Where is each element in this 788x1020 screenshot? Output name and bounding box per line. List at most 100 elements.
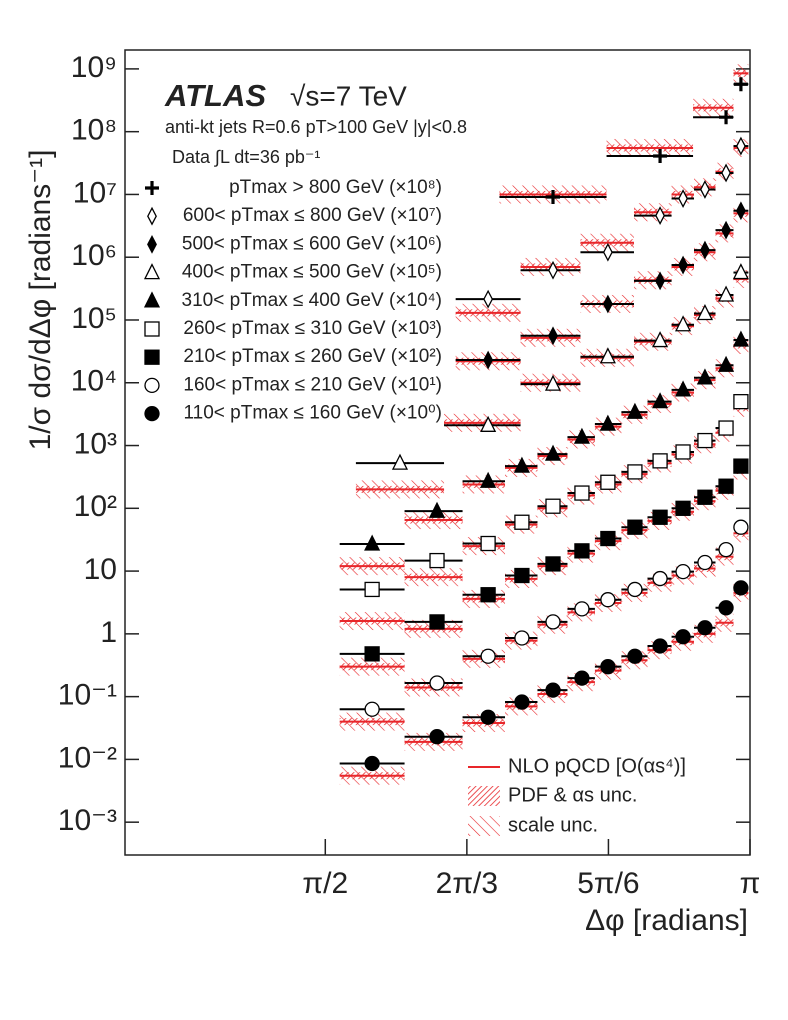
marker (480, 535, 496, 552)
annotation: anti-kt jets R=0.6 pT>100 GeV |y|<0.8 (165, 117, 467, 137)
marker (721, 220, 731, 240)
marker (548, 326, 558, 346)
marker (696, 304, 714, 321)
legend-marker (147, 235, 157, 254)
marker (675, 444, 691, 460)
marker (697, 620, 713, 636)
marker (548, 260, 558, 280)
y-tick-label: 10⁻² (58, 741, 117, 774)
marker (735, 136, 746, 156)
marker (732, 263, 749, 280)
y-tick-label: 10³ (74, 427, 117, 460)
marker (546, 190, 561, 205)
marker (733, 77, 748, 92)
marker (675, 380, 692, 397)
x-tick-label: π (740, 867, 761, 900)
marker (574, 670, 590, 686)
marker (678, 255, 688, 275)
marker (600, 474, 616, 490)
marker (544, 374, 562, 391)
y-tick-label: 10⁴ (71, 365, 117, 398)
marker (652, 453, 668, 469)
subtitle: √s=7 TeV (290, 80, 407, 111)
marker (544, 444, 562, 461)
marker (602, 242, 613, 262)
marker (626, 402, 643, 419)
marker (429, 614, 445, 630)
marker (391, 453, 409, 470)
legend-label: 600< pTmax ≤ 800 GeV (×10⁷) (183, 205, 442, 226)
marker (514, 630, 530, 646)
marker (627, 581, 643, 598)
marker (675, 500, 691, 516)
legend-label: 110< pTmax ≤ 160 GeV (×10⁰) (184, 403, 443, 424)
legend-label: NLO pQCD [O(αs⁴)] (508, 755, 686, 777)
marker (627, 519, 643, 535)
marker (602, 294, 613, 314)
marker (700, 180, 710, 199)
marker (675, 563, 691, 580)
marker (429, 552, 445, 569)
legend-marker (144, 349, 160, 365)
marker (697, 489, 713, 505)
y-tick-label: 10⁵ (71, 302, 117, 335)
marker (483, 350, 494, 370)
annotation: Data ∫L dt=36 pb⁻¹ (172, 147, 320, 167)
marker (480, 709, 496, 725)
marker (675, 629, 691, 645)
legend-label: scale unc. (508, 814, 598, 836)
marker (697, 554, 713, 571)
x-tick-label: 5π/6 (577, 867, 639, 900)
marker (514, 514, 530, 530)
legend-marker (143, 291, 161, 308)
marker (429, 729, 445, 745)
y-tick-label: 10⁷ (73, 176, 117, 209)
legend-label: 310< pTmax ≤ 400 GeV (×10⁴) (182, 290, 442, 311)
marker (545, 682, 561, 698)
legend-label: PDF & αs unc. (508, 784, 637, 806)
marker (545, 556, 561, 572)
marker (653, 148, 668, 163)
marker (364, 646, 380, 662)
marker (600, 659, 616, 675)
marker (718, 478, 734, 494)
marker (718, 541, 734, 558)
marker (599, 414, 616, 431)
marker (599, 347, 616, 364)
marker (717, 285, 735, 302)
marker (627, 464, 643, 480)
marker (721, 163, 731, 183)
marker (364, 701, 380, 717)
marker (364, 581, 380, 598)
y-tick-label: 10⁻³ (58, 804, 117, 837)
marker (655, 206, 666, 226)
marker (732, 330, 749, 347)
legend-scale-band (468, 816, 500, 836)
legend-marker (144, 321, 160, 337)
legend-marker (145, 181, 159, 195)
y-tick-label: 1 (100, 616, 117, 649)
legend-marker (144, 405, 160, 422)
marker (545, 498, 561, 514)
marker (429, 675, 445, 691)
legend-label: 400< pTmax ≤ 500 GeV (×10⁵) (182, 262, 442, 283)
marker (627, 648, 643, 664)
marker (675, 315, 692, 332)
legend-pdf-band (468, 786, 500, 806)
marker (573, 427, 590, 444)
marker (718, 420, 734, 436)
legend-label: 500< pTmax ≤ 600 GeV (×10⁶) (182, 233, 442, 254)
marker (655, 271, 666, 291)
marker (574, 601, 590, 617)
x-tick-label: π/2 (302, 867, 348, 900)
marker (700, 240, 710, 260)
marker (574, 543, 590, 559)
marker (480, 471, 497, 488)
legend-marker (144, 377, 160, 394)
marker (696, 368, 714, 385)
title: ATLAS (164, 78, 266, 113)
marker (600, 530, 616, 547)
marker (514, 694, 530, 710)
y-tick-label: 10² (74, 490, 117, 523)
